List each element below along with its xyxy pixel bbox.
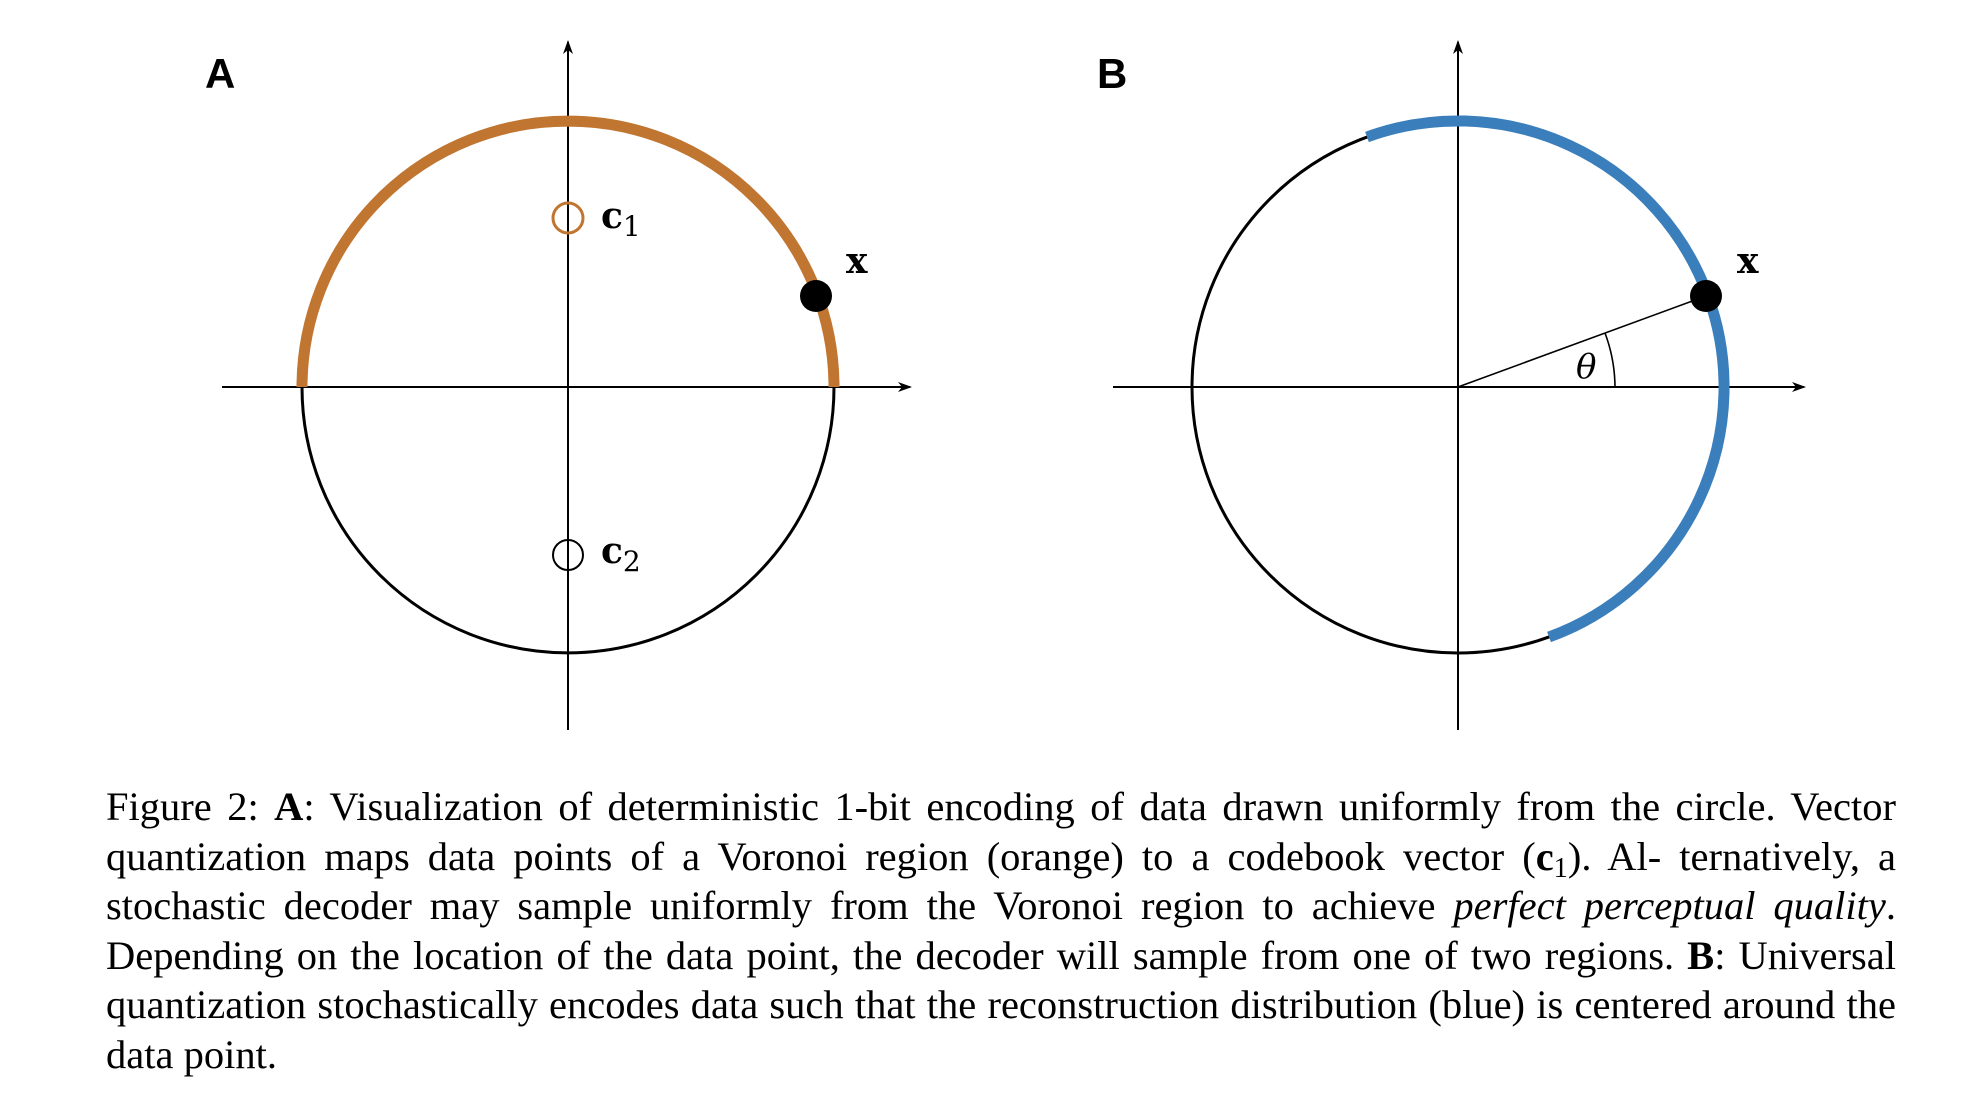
caption-panel-a-text: : Visualization of deterministic 1-bit e… xyxy=(106,784,1896,879)
panel-b-radius-line xyxy=(1457,295,1707,388)
codebook-vector-c2-marker xyxy=(552,539,584,571)
panel-b-label: B xyxy=(1097,50,1127,97)
panel-b: B θ x xyxy=(1097,40,1806,730)
panel-a-voronoi-region xyxy=(296,115,840,388)
figure-caption: Figure 2: A: Visualization of determinis… xyxy=(106,782,1896,1079)
panel-a-data-point-label: x xyxy=(846,240,868,282)
caption-panel-a-text-3: . Depending on the location of the data … xyxy=(106,883,1896,978)
caption-panel-a-label: A xyxy=(274,784,304,829)
panel-b-angle-arc xyxy=(1604,332,1616,388)
caption-panel-a-text-2: ). Al- ternatively, a stochastic decoder… xyxy=(106,833,1896,929)
codebook-vector-c1-label: c1 xyxy=(601,195,641,243)
panel-a-data-point xyxy=(800,280,832,312)
panel-a-label: A xyxy=(205,50,235,97)
figure-2: A c1 c2 x B θ xyxy=(205,40,1806,730)
caption-perfect-quality: perfect perceptual quality xyxy=(1453,883,1886,928)
caption-codebook-subscript: 1 xyxy=(1553,852,1568,884)
caption-panel-b-text: : Universal quantization stochastically … xyxy=(106,932,1896,1077)
panel-b-angle-label: θ xyxy=(1576,347,1596,387)
panel-b-reconstruction-distribution xyxy=(1365,115,1730,643)
caption-panel-b-label: B xyxy=(1687,932,1715,978)
panel-a-circle-lower xyxy=(300,386,836,655)
caption-figure-label: Figure 2: xyxy=(106,784,259,829)
panel-b-data-point xyxy=(1690,280,1722,312)
panel-a: A c1 c2 x xyxy=(205,40,912,730)
codebook-vector-c2-label: c2 xyxy=(601,530,641,578)
codebook-vector-c1-marker xyxy=(551,201,585,235)
panel-b-data-point-label: x xyxy=(1737,240,1759,282)
caption-codebook-vector: c xyxy=(1535,833,1554,879)
